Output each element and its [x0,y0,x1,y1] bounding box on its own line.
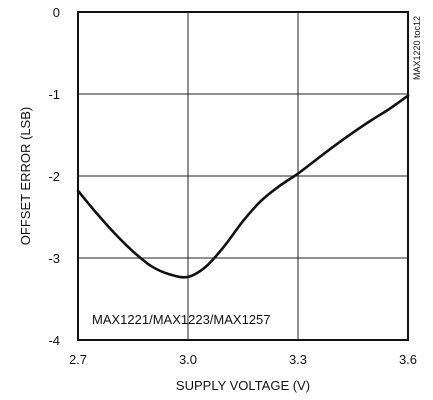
y-tick-label-1: -1 [48,87,60,102]
y-tick-labels: 0 -1 -2 -3 -4 [48,5,60,348]
figure-tag: MAX1220 toc12 [412,16,422,80]
y-tick-label-4: -4 [48,333,60,348]
plot-frame [77,11,409,341]
x-tick-label-3: 3.6 [399,352,417,367]
device-annotation: MAX1221/MAX1223/MAX1257 [92,312,271,327]
y-axis-label: OFFSET ERROR (LSB) [18,107,33,245]
x-tick-label-0: 2.7 [69,352,87,367]
x-tick-label-1: 3.0 [179,352,197,367]
x-tick-label-2: 3.3 [289,352,307,367]
y-tick-label-3: -3 [48,251,60,266]
x-tick-labels: 2.7 3.0 3.3 3.6 [69,352,417,367]
y-tick-label-2: -2 [48,169,60,184]
x-axis-label: SUPPLY VOLTAGE (V) [176,378,310,393]
series-line-offset-error [76,94,410,279]
grid [78,12,408,340]
y-tick-label-0: 0 [53,5,60,20]
